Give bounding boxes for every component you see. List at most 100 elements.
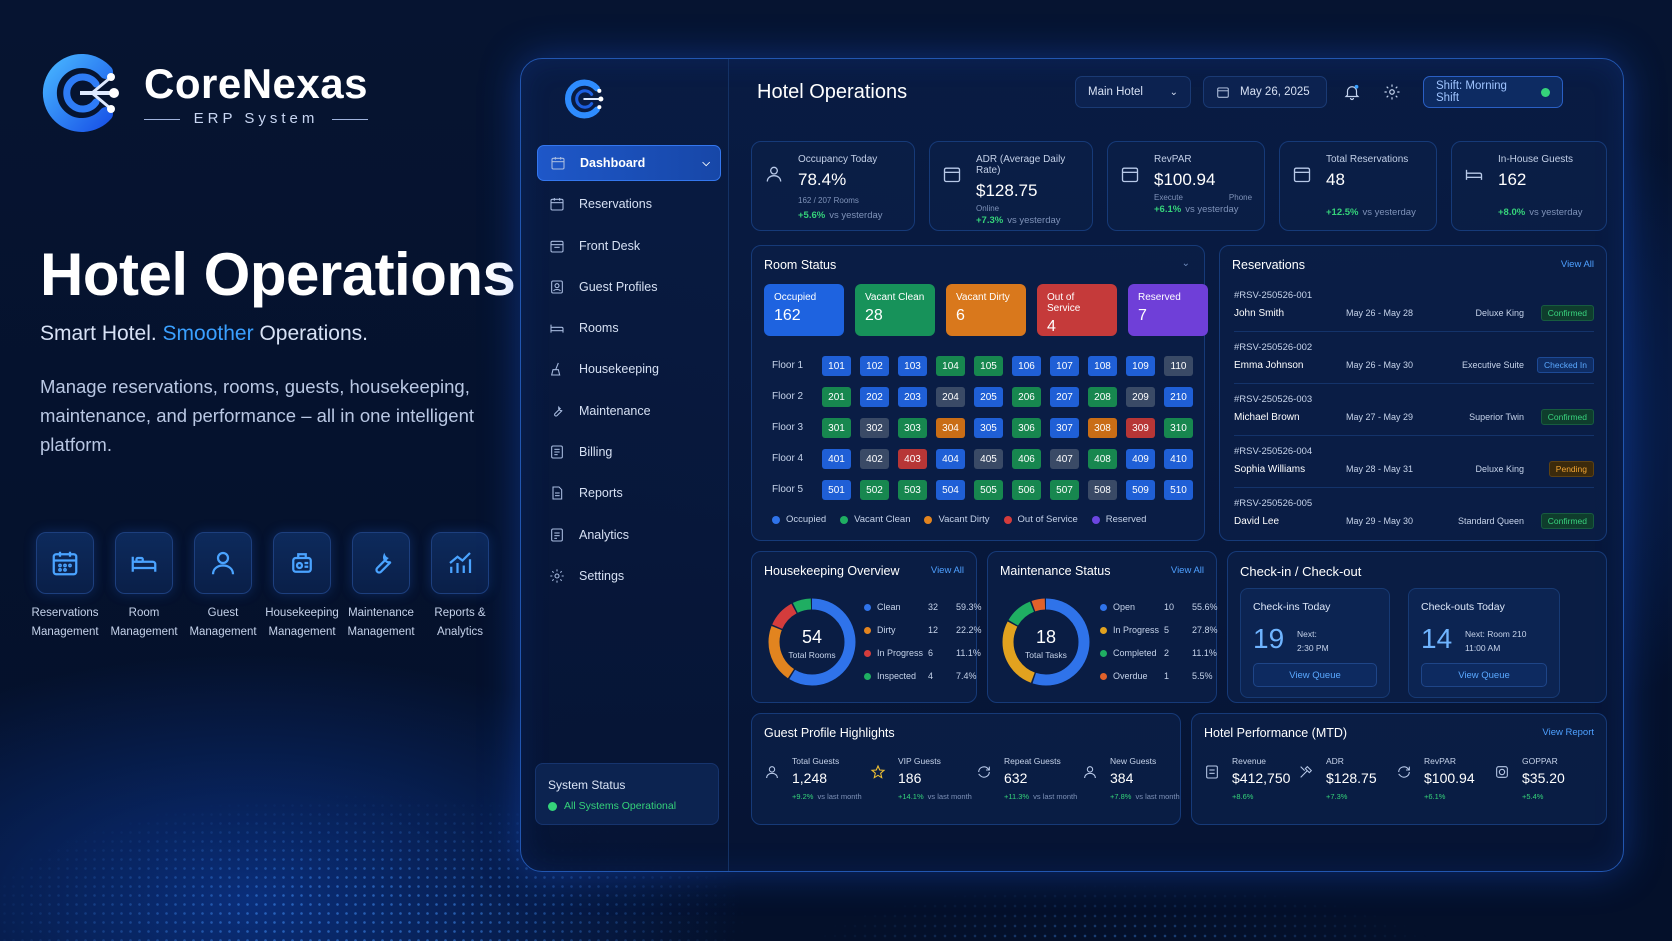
- sidebar-item-reports[interactable]: Reports: [537, 475, 721, 511]
- reservation-row[interactable]: #RSV-250526-005 David Lee May 29 - May 30 S…: [1234, 488, 1594, 540]
- dashboard-window: Dashboard ⌵ Reservations Front Desk Guest…: [520, 58, 1624, 872]
- room-cell[interactable]: 410: [1164, 449, 1193, 469]
- status-tile-occupied[interactable]: Occupied 162: [764, 284, 844, 336]
- sidebar-nav: Dashboard ⌵ Reservations Front Desk Guest…: [537, 145, 721, 599]
- room-cell[interactable]: 501: [822, 480, 851, 500]
- room-cell[interactable]: 208: [1088, 387, 1117, 407]
- status-tile-vacant-dirty[interactable]: Vacant Dirty 6: [946, 284, 1026, 336]
- sidebar-item-billing[interactable]: Billing: [537, 434, 721, 470]
- room-type: Standard Queen: [1457, 516, 1524, 526]
- room-cell[interactable]: 405: [974, 449, 1003, 469]
- room-cell[interactable]: 303: [898, 418, 927, 438]
- view-checkout-queue-button[interactable]: View Queue: [1421, 663, 1547, 687]
- housekeeping-donut-chart: [768, 598, 856, 686]
- notification-bell-icon[interactable]: [1343, 83, 1361, 101]
- property-select[interactable]: Main Hotel ⌄: [1075, 76, 1191, 108]
- guest-name: Sophia Williams: [1234, 464, 1306, 475]
- room-cell[interactable]: 301: [822, 418, 851, 438]
- room-cell[interactable]: 106: [1012, 356, 1041, 376]
- room-cell[interactable]: 407: [1050, 449, 1079, 469]
- room-cell[interactable]: 309: [1126, 418, 1155, 438]
- stay-dates: May 26 - May 28: [1346, 308, 1414, 318]
- receipt-icon: [1206, 765, 1218, 779]
- sidebar-item-analytics[interactable]: Analytics: [537, 517, 721, 553]
- maintenance-title: Maintenance Status: [1000, 564, 1111, 578]
- room-cell[interactable]: 203: [898, 387, 927, 407]
- room-cell[interactable]: 406: [1012, 449, 1041, 469]
- view-report-link[interactable]: View Report: [1542, 727, 1594, 738]
- view-checkin-queue-button[interactable]: View Queue: [1253, 663, 1377, 687]
- receipt-icon: [551, 445, 563, 459]
- room-cell[interactable]: 201: [822, 387, 851, 407]
- stay-dates: May 27 - May 29: [1346, 412, 1414, 422]
- room-cell[interactable]: 503: [898, 480, 927, 500]
- room-cell[interactable]: 108: [1088, 356, 1117, 376]
- room-cell[interactable]: 508: [1088, 480, 1117, 500]
- sidebar-item-dashboard[interactable]: Dashboard ⌵: [537, 145, 721, 181]
- sidebar-item-reservations[interactable]: Reservations: [537, 186, 721, 222]
- date-picker[interactable]: May 26, 2025: [1203, 76, 1327, 108]
- feature-guest: Guest Management: [189, 532, 257, 642]
- room-cell[interactable]: 306: [1012, 418, 1041, 438]
- room-cell[interactable]: 401: [822, 449, 851, 469]
- room-cell[interactable]: 403: [898, 449, 927, 469]
- room-cell[interactable]: 408: [1088, 449, 1117, 469]
- room-cell[interactable]: 402: [860, 449, 889, 469]
- room-cell[interactable]: 504: [936, 480, 965, 500]
- sidebar-item-front-desk[interactable]: Front Desk: [537, 228, 721, 264]
- room-cell[interactable]: 305: [974, 418, 1003, 438]
- system-status-text: All Systems Operational: [564, 800, 677, 812]
- room-cell[interactable]: 209: [1126, 387, 1155, 407]
- shift-indicator[interactable]: Shift: Morning Shift: [1423, 76, 1563, 108]
- room-cell[interactable]: 210: [1164, 387, 1193, 407]
- reservation-row[interactable]: #RSV-250526-002 Emma Johnson May 26 - May …: [1234, 332, 1594, 384]
- room-cell[interactable]: 509: [1126, 480, 1155, 500]
- status-dot: [548, 801, 557, 811]
- room-status-title: Room Status: [764, 258, 837, 272]
- room-cell[interactable]: 202: [860, 387, 889, 407]
- sidebar-item-rooms[interactable]: Rooms: [537, 310, 721, 346]
- guest-profile-panel: Guest Profile Highlights Total Guests 1,…: [751, 713, 1181, 825]
- sidebar-item-maintenance[interactable]: Maintenance: [537, 393, 721, 429]
- reservation-row[interactable]: #RSV-250526-003 Michael Brown May 27 - May…: [1234, 384, 1594, 436]
- room-cell[interactable]: 404: [936, 449, 965, 469]
- donut-segment-clean: [768, 598, 856, 686]
- gear-icon[interactable]: [1383, 83, 1401, 101]
- room-cell[interactable]: 310: [1164, 418, 1193, 438]
- view-all-housekeeping-link[interactable]: View All: [930, 565, 964, 576]
- sidebar-item-housekeeping[interactable]: Housekeeping: [537, 351, 721, 387]
- reservation-row[interactable]: #RSV-250526-004 Sophia Williams May 28 - M…: [1234, 436, 1594, 488]
- room-cell[interactable]: 204: [936, 387, 965, 407]
- status-tile-out-of-service[interactable]: Out of Service 4: [1037, 284, 1117, 336]
- room-cell[interactable]: 507: [1050, 480, 1079, 500]
- chevron-down-icon[interactable]: ⌄: [1181, 258, 1190, 269]
- room-cell[interactable]: 103: [898, 356, 927, 376]
- room-cell[interactable]: 110: [1164, 356, 1193, 376]
- room-cell[interactable]: 205: [974, 387, 1003, 407]
- room-cell[interactable]: 307: [1050, 418, 1079, 438]
- room-cell[interactable]: 102: [860, 356, 889, 376]
- room-cell[interactable]: 506: [1012, 480, 1041, 500]
- room-cell[interactable]: 409: [1126, 449, 1155, 469]
- guest-name: Michael Brown: [1234, 412, 1300, 423]
- room-cell[interactable]: 510: [1164, 480, 1193, 500]
- view-all-reservations-link[interactable]: View All: [1560, 259, 1594, 270]
- sidebar-item-settings[interactable]: Settings: [537, 558, 721, 594]
- room-cell[interactable]: 206: [1012, 387, 1041, 407]
- room-cell[interactable]: 308: [1088, 418, 1117, 438]
- room-cell[interactable]: 304: [936, 418, 965, 438]
- room-cell[interactable]: 105: [974, 356, 1003, 376]
- room-cell[interactable]: 502: [860, 480, 889, 500]
- sidebar-item-guest-profiles[interactable]: Guest Profiles: [537, 269, 721, 305]
- status-tile-vacant-clean[interactable]: Vacant Clean 28: [855, 284, 935, 336]
- room-cell[interactable]: 109: [1126, 356, 1155, 376]
- room-cell[interactable]: 207: [1050, 387, 1079, 407]
- room-cell[interactable]: 101: [822, 356, 851, 376]
- reservation-row[interactable]: #RSV-250526-001 John Smith May 26 - May 28…: [1234, 280, 1594, 332]
- room-cell[interactable]: 107: [1050, 356, 1079, 376]
- room-cell[interactable]: 505: [974, 480, 1003, 500]
- room-cell[interactable]: 302: [860, 418, 889, 438]
- view-all-maintenance-link[interactable]: View All: [1170, 565, 1204, 576]
- room-cell[interactable]: 104: [936, 356, 965, 376]
- status-tile-reserved[interactable]: Reserved 7: [1128, 284, 1208, 336]
